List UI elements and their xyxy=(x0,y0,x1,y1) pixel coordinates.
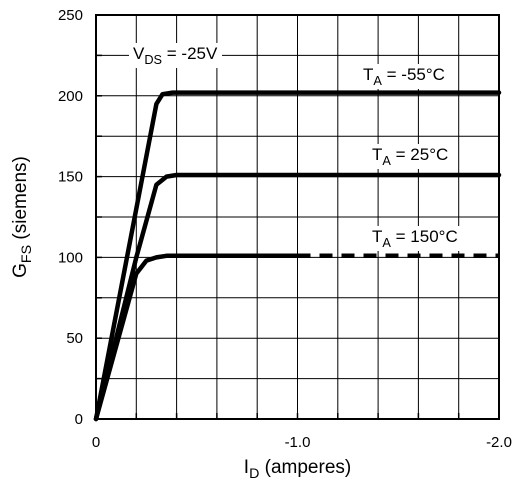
y-tick-label: 100 xyxy=(58,249,83,266)
series-label-1: TA = -55°C xyxy=(363,65,445,88)
vds-condition-label: VDS = -25V xyxy=(133,44,218,67)
annotations: VDS = -25V TA = -55°C TA = 25°C TA = 150°C xyxy=(129,43,462,251)
axis-titles: ID (amperes) GFS (siemens) xyxy=(10,156,351,481)
x-axis-title: ID (amperes) xyxy=(244,457,351,481)
tick-labels: 0 -1.0 -2.0 0 50 100 150 200 250 xyxy=(58,7,512,451)
series-line-1 xyxy=(93,90,502,422)
curves xyxy=(93,90,502,422)
y-tick-label: 250 xyxy=(58,7,83,24)
x-tick-label: -1.0 xyxy=(285,434,311,451)
y-axis-title: GFS (siemens) xyxy=(10,156,35,278)
series-label-3: TA = 150°C xyxy=(372,227,458,250)
y-tick-label: 0 xyxy=(75,411,83,428)
series-line-2 xyxy=(93,172,502,422)
x-tick-label: 0 xyxy=(92,434,100,451)
x-tick-label: -2.0 xyxy=(486,434,512,451)
series-label-3-bg xyxy=(368,226,462,251)
y-tick-label: 150 xyxy=(58,169,83,186)
vds-condition-label-bg xyxy=(129,43,223,68)
y-tick-label: 200 xyxy=(58,88,83,105)
series-label-1-bg xyxy=(359,64,449,89)
series-line-3 xyxy=(93,253,300,422)
y-tick-label: 50 xyxy=(66,330,83,347)
series-label-2: TA = 25°C xyxy=(372,145,448,168)
plot-frame xyxy=(95,14,500,420)
series-label-2-bg xyxy=(368,144,453,169)
